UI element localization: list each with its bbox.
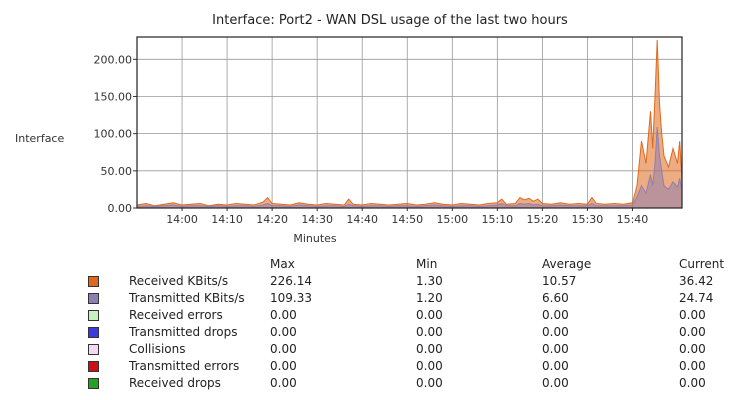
series-line — [136, 39, 683, 207]
legend-average: 0.00 — [542, 325, 569, 339]
legend-header-row: Max Min Average Current — [88, 256, 739, 273]
legend-current: 0.00 — [679, 359, 706, 373]
x-tick-label: 14:10 — [211, 213, 243, 226]
legend-row: Transmitted drops 0.00 0.00 0.00 0.00 — [88, 324, 739, 341]
legend-name: Received errors — [129, 308, 223, 322]
y-tick-label: 50.00 — [101, 165, 133, 178]
x-tick-label: 14:40 — [346, 213, 378, 226]
legend-max: 226.14 — [270, 274, 312, 288]
legend-table: Max Min Average Current Received KBits/s… — [88, 256, 739, 392]
legend-row: Collisions 0.00 0.00 0.00 0.00 — [88, 341, 739, 358]
series-line — [136, 126, 683, 208]
legend-row: Received drops 0.00 0.00 0.00 0.00 — [88, 375, 739, 392]
legend-average: 0.00 — [542, 376, 569, 390]
legend-min: 0.00 — [416, 325, 443, 339]
x-axis-label: Minutes — [293, 232, 337, 245]
legend-max: 0.00 — [270, 308, 297, 322]
legend-swatch — [88, 344, 99, 355]
x-tick-label: 14:20 — [256, 213, 288, 226]
chart-title: Interface: Port2 - WAN DSL usage of the … — [212, 13, 568, 28]
legend-average: 0.00 — [542, 308, 569, 322]
x-tick-label: 14:30 — [301, 213, 333, 226]
y-tick-label: 0.00 — [108, 202, 133, 215]
header-current: Current — [679, 257, 725, 271]
x-tick-label: 15:10 — [481, 213, 513, 226]
y-axis-label: Interface — [15, 132, 64, 145]
legend-swatch — [88, 276, 99, 287]
legend-swatch — [88, 310, 99, 321]
legend-min: 1.20 — [416, 291, 443, 305]
x-tick-label: 15:00 — [436, 213, 468, 226]
y-tick-label: 100.00 — [94, 128, 133, 141]
x-tick-label: 15:20 — [527, 213, 559, 226]
legend-min: 0.00 — [416, 342, 443, 356]
legend-swatch — [88, 361, 99, 372]
legend-current: 36.42 — [679, 274, 714, 288]
x-tick-label: 15:30 — [572, 213, 604, 226]
legend-current: 0.00 — [679, 325, 706, 339]
series-area — [137, 127, 682, 208]
legend-current: 0.00 — [679, 308, 706, 322]
legend-name: Transmitted KBits/s — [129, 291, 245, 305]
legend-current: 0.00 — [679, 342, 706, 356]
grid-lines — [137, 37, 682, 209]
legend-row: Received errors 0.00 0.00 0.00 0.00 — [88, 307, 739, 324]
legend-average: 0.00 — [542, 359, 569, 373]
legend-current: 0.00 — [679, 376, 706, 390]
y-tick-label: 150.00 — [94, 90, 133, 103]
header-min: Min — [416, 257, 438, 271]
legend-row: Transmitted KBits/s 109.33 1.20 6.60 24.… — [88, 290, 739, 307]
legend-name: Transmitted drops — [129, 325, 238, 339]
legend-name: Transmitted errors — [129, 359, 240, 373]
legend-name: Collisions — [129, 342, 186, 356]
series-area — [137, 40, 682, 208]
legend-average: 10.57 — [542, 274, 577, 288]
legend-min: 0.00 — [416, 359, 443, 373]
legend-swatch — [88, 293, 99, 304]
legend-swatch — [88, 327, 99, 338]
legend-max: 0.00 — [270, 359, 297, 373]
legend-max: 0.00 — [270, 325, 297, 339]
legend-swatch — [88, 378, 99, 389]
legend-name: Received drops — [129, 376, 221, 390]
legend-current: 24.74 — [679, 291, 714, 305]
header-average: Average — [542, 257, 592, 271]
legend-average: 6.60 — [542, 291, 569, 305]
legend-min: 0.00 — [416, 308, 443, 322]
x-tick-label: 14:00 — [166, 213, 198, 226]
axis-ticks: 0.00 50.00 100.00 150.00 200.00 14:00 14:10 14:… — [94, 53, 649, 226]
legend-average: 0.00 — [542, 342, 569, 356]
legend-max: 0.00 — [270, 376, 297, 390]
legend-row: Transmitted errors 0.00 0.00 0.00 0.00 — [88, 358, 739, 375]
x-tick-label: 15:40 — [617, 213, 649, 226]
series-areas — [136, 39, 683, 208]
legend-name: Received KBits/s — [129, 274, 229, 288]
header-max: Max — [270, 257, 295, 271]
legend-min: 1.30 — [416, 274, 443, 288]
y-tick-label: 200.00 — [94, 53, 133, 66]
usage-chart: Interface: Port2 - WAN DSL usage of the … — [15, 13, 683, 245]
legend-max: 0.00 — [270, 342, 297, 356]
legend-max: 109.33 — [270, 291, 312, 305]
legend-row: Received KBits/s 226.14 1.30 10.57 36.42 — [88, 273, 739, 290]
x-tick-label: 14:50 — [391, 213, 423, 226]
plot-border — [136, 36, 683, 209]
legend-min: 0.00 — [416, 376, 443, 390]
